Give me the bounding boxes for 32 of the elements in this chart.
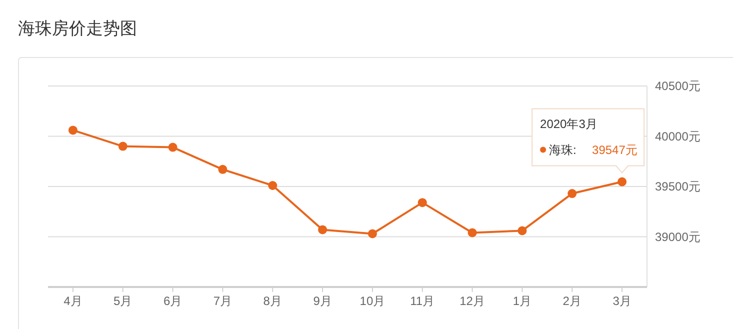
x-tick-label: 1月	[512, 294, 532, 308]
y-tick-label: 39500元	[655, 180, 700, 194]
data-label: 39547元	[592, 142, 638, 157]
chart-title: 海珠房价走势图	[18, 19, 137, 38]
point	[518, 226, 527, 236]
x-tick-label: 8月	[263, 294, 282, 308]
x-tick-label: 7月	[213, 294, 232, 308]
point	[118, 142, 128, 151]
x-tick-label: 3月	[612, 294, 632, 308]
x-tick-label: 2月	[562, 294, 582, 308]
x-tick-label: 4月	[64, 294, 82, 308]
point	[318, 225, 328, 234]
point	[68, 126, 78, 135]
x-tick-label: 6月	[163, 294, 182, 308]
y-tick-label: 40500元	[655, 79, 700, 93]
y-tick-label: 39000元	[655, 230, 700, 244]
point	[368, 229, 377, 238]
point	[618, 177, 627, 186]
point	[168, 142, 178, 152]
point	[268, 180, 278, 190]
x-tick-label: 5月	[114, 294, 132, 308]
point	[218, 164, 228, 174]
y-tick-label: 40000元	[655, 129, 700, 144]
x-tick-label: 10月	[360, 294, 386, 308]
x-tick-label: 12月	[460, 294, 485, 308]
point	[568, 189, 577, 198]
x-tick-label: 9月	[313, 294, 332, 308]
point	[468, 228, 477, 238]
annotation: 2020年3月	[540, 116, 598, 131]
point	[418, 198, 427, 208]
legend-label: 海珠:	[549, 142, 576, 157]
x-tick-label: 11月	[410, 294, 435, 308]
